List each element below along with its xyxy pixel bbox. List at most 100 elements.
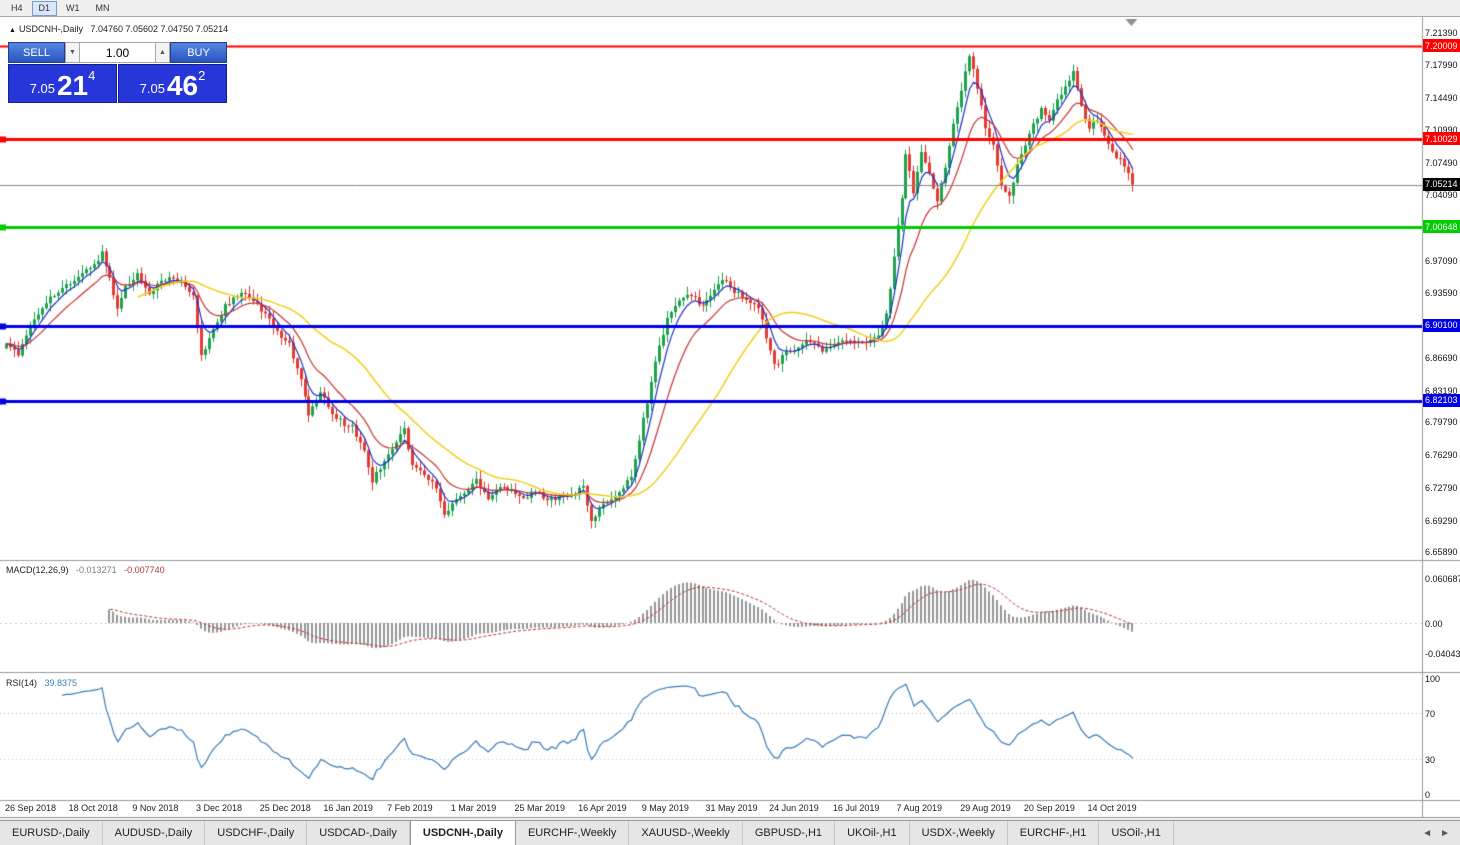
chart-tab-usdchf-daily[interactable]: USDCHF-,Daily — [205, 821, 308, 845]
macd-axis-label: 0.060687 — [1425, 574, 1460, 585]
chart-tab-xauusd-weekly[interactable]: XAUUSD-,Weekly — [629, 821, 743, 845]
timeframe-toolbar: H4 D1 W1 MN — [0, 0, 1460, 17]
date-axis-label: 25 Mar 2019 — [514, 803, 565, 813]
buy-price-display[interactable]: 7.05 46 2 — [118, 64, 227, 103]
date-axis-label: 9 May 2019 — [641, 803, 689, 813]
bid-price-sup: 4 — [88, 68, 96, 83]
bid-price-big: 21 — [56, 70, 89, 102]
sell-price-display[interactable]: 7.05 21 4 — [8, 64, 117, 103]
chart-tab-usoil-h1[interactable]: USOil-,H1 — [1099, 821, 1174, 845]
price-level-badge: 6.90100 — [1423, 318, 1460, 332]
rsi-axis-label: 30 — [1425, 755, 1436, 766]
macd-signal-value: -0.007740 — [124, 565, 165, 575]
chart-title: ▲ USDCNH-,Daily 7.04760 7.05602 7.04750 7… — [9, 24, 228, 34]
chevron-down-icon: ▼ — [69, 49, 76, 56]
time-axis[interactable]: 26 Sep 2018 18 Oct 2018 9 Nov 2018 3 Dec 20… — [0, 800, 1422, 817]
price-axis-label: 6.65890 — [1425, 547, 1458, 558]
buy-button[interactable]: BUY — [170, 42, 227, 63]
price-axis-label: 6.69290 — [1425, 515, 1458, 526]
tab-scroll-arrows: ◄ ► — [1412, 821, 1460, 845]
rsi-value: 39.8375 — [44, 678, 78, 688]
chart-symbol-icon: ▲ — [9, 27, 16, 34]
tab-scroll-right-button[interactable]: ► — [1440, 827, 1450, 839]
timeframe-button-w1[interactable]: W1 — [66, 2, 80, 13]
trade-controls-row: SELL ▼ ▲ BUY — [8, 42, 227, 63]
date-axis-label: 16 Jan 2019 — [323, 803, 373, 813]
chart-tab-eurchf-h1[interactable]: EURCHF-,H1 — [1008, 821, 1100, 845]
price-axis-label: 7.07490 — [1425, 158, 1458, 169]
price-axis-label: 7.21390 — [1425, 28, 1458, 39]
chart-tab-audusd-daily[interactable]: AUDUSD-,Daily — [103, 821, 206, 845]
ask-price-prefix: 7.05 — [139, 81, 165, 96]
ask-price-sup: 2 — [198, 68, 206, 83]
current-price-badge: 7.05214 — [1423, 177, 1460, 191]
price-axis-label: 6.72790 — [1425, 482, 1458, 493]
timeframe-button-h4[interactable]: H4 — [11, 2, 23, 13]
date-axis-label: 7 Aug 2019 — [896, 803, 943, 813]
macd-axis-label: 0.00 — [1425, 619, 1443, 629]
date-axis-label: 16 Jul 2019 — [832, 803, 880, 813]
date-axis-label: 29 Aug 2019 — [960, 803, 1011, 813]
price-level-badge: 7.00648 — [1423, 220, 1460, 234]
macd-main-value: -0.013271 — [76, 565, 117, 575]
chart-tabs: EURUSD-,Daily AUDUSD-,Daily USDCHF-,Daily U… — [0, 821, 1174, 845]
price-axis-label: 6.93590 — [1425, 288, 1458, 299]
tab-scroll-left-button[interactable]: ◄ — [1422, 827, 1433, 839]
rsi-axis-label: 0 — [1425, 790, 1431, 800]
date-axis-label: 7 Feb 2019 — [387, 803, 433, 813]
chart-symbol-label: USDCNH-,Daily — [18, 24, 83, 34]
price-axis-label: 7.17990 — [1425, 59, 1458, 70]
chart-tab-usdcad-daily[interactable]: USDCAD-,Daily — [307, 821, 410, 845]
date-axis-label: 31 May 2019 — [705, 803, 758, 813]
chart-tab-gbpusd-h1[interactable]: GBPUSD-,H1 — [743, 821, 836, 845]
one-click-trading-panel: SELL ▼ ▲ BUY 7.05 21 4 7.05 46 2 — [8, 42, 227, 103]
chart-tab-usdcnh-daily[interactable]: USDCNH-,Daily — [409, 821, 516, 845]
chart-tab-ukoil-h1[interactable]: UKOil-,H1 — [835, 821, 910, 845]
quote-row: 7.05 21 4 7.05 46 2 — [8, 64, 227, 103]
rsi-axis-label: 70 — [1425, 708, 1436, 719]
price-axis-label: 6.97090 — [1425, 255, 1458, 266]
price-axis-label: 6.83190 — [1425, 385, 1458, 396]
price-axis-label: 6.79790 — [1425, 417, 1458, 428]
date-axis-label: 16 Apr 2019 — [578, 803, 627, 813]
bid-price-prefix: 7.05 — [29, 81, 55, 96]
date-axis-label: 20 Sep 2019 — [1023, 803, 1075, 813]
date-axis-label: 18 Oct 2018 — [68, 803, 118, 813]
date-axis-label: 9 Nov 2018 — [132, 803, 179, 813]
price-axis-label: 6.86690 — [1425, 352, 1458, 363]
date-axis-label: 24 Jun 2019 — [769, 803, 819, 813]
chart-tab-bar: EURUSD-,Daily AUDUSD-,Daily USDCHF-,Daily U… — [0, 820, 1460, 845]
date-axis-label: 3 Dec 2018 — [196, 803, 243, 813]
price-level-badge: 6.82103 — [1423, 393, 1460, 407]
chevron-up-icon: ▲ — [159, 49, 166, 56]
chart-tab-usdx-weekly[interactable]: USDX-,Weekly — [910, 821, 1008, 845]
macd-label: MACD(12,26,9) — [6, 565, 69, 575]
price-axis-label: 7.04090 — [1425, 190, 1458, 201]
price-level-badge: 7.10029 — [1423, 132, 1460, 146]
rsi-axis-label: 100 — [1425, 674, 1441, 684]
price-level-badge: 7.20009 — [1423, 39, 1460, 53]
macd-indicator-label: MACD(12,26,9) -0.013271 -0.007740 — [6, 565, 165, 575]
sell-button[interactable]: SELL — [8, 42, 65, 63]
date-axis-label: 26 Sep 2018 — [5, 803, 57, 813]
macd-axis-label: -0.040432 — [1425, 648, 1460, 659]
volume-increase-button[interactable]: ▲ — [155, 42, 170, 63]
price-axis[interactable]: 7.21390 7.17990 7.14490 7.10990 7.07490 7.040… — [1423, 0, 1460, 845]
volume-input[interactable] — [80, 42, 155, 63]
price-axis-label: 7.10990 — [1425, 125, 1458, 136]
date-axis-label: 1 Mar 2019 — [450, 803, 497, 813]
volume-decrease-button[interactable]: ▼ — [65, 42, 80, 63]
chart-tab-eurusd-daily[interactable]: EURUSD-,Daily — [0, 821, 103, 845]
chart-ohlc-values: 7.04760 7.05602 7.04750 7.05214 — [90, 24, 229, 34]
price-axis-label: 6.76290 — [1425, 450, 1458, 461]
rsi-indicator-label: RSI(14) 39.8375 — [6, 678, 77, 688]
price-axis-label: 7.14490 — [1425, 92, 1458, 103]
date-axis-label: 25 Dec 2018 — [259, 803, 311, 813]
date-axis-label: 14 Oct 2019 — [1087, 803, 1137, 813]
chart-tab-eurchf-weekly[interactable]: EURCHF-,Weekly — [516, 821, 630, 845]
ask-price-big: 46 — [166, 70, 199, 102]
timeframe-button-mn[interactable]: MN — [95, 2, 110, 13]
timeframe-button-d1[interactable]: D1 — [31, 0, 58, 16]
rsi-label: RSI(14) — [6, 678, 38, 688]
